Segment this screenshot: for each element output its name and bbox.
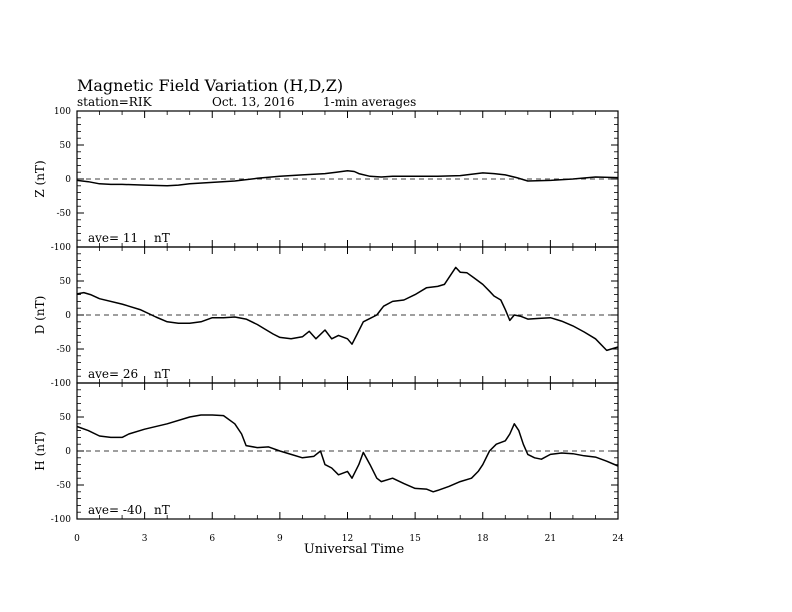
x-axis-label: Universal Time: [304, 542, 405, 557]
y-tick-label: -50: [57, 209, 72, 219]
panel-h: 50 0 -50 -100 H (nT) ave= -40 nT: [33, 382, 619, 525]
y-tick-label: -100: [51, 379, 71, 389]
station-label: station=RIK: [77, 95, 153, 109]
panel-d: 50 0 -50 -100 D (nT) ave= 26 nT: [33, 246, 619, 389]
date-label: Oct. 13, 2016: [212, 95, 294, 109]
y-tick-label: -100: [51, 515, 71, 525]
y-tick-label: 0: [65, 175, 71, 185]
y-axis-label: Z (nT): [33, 160, 47, 197]
y-tick-label: 50: [60, 277, 72, 287]
panel-z: 100 50 0 -50 -100 Z (nT) ave= 11 nT: [33, 107, 619, 253]
chart-title: Magnetic Field Variation (H,D,Z): [77, 76, 343, 95]
x-tick-label: 24: [612, 534, 624, 544]
y-tick-label: 100: [54, 107, 71, 117]
average-unit-label: nT: [154, 503, 170, 517]
x-tick-label: 12: [342, 534, 353, 544]
y-tick-label: -100: [51, 243, 71, 253]
y-axis-label: H (nT): [33, 431, 47, 470]
x-tick-label: 21: [545, 534, 556, 544]
x-axis: 0 3 6 9 12 15 18 21 24: [74, 534, 624, 544]
average-value-label: ave= 11: [88, 231, 138, 245]
x-tick-label: 9: [277, 534, 283, 544]
x-tick-label: 15: [409, 534, 421, 544]
y-axis-label: D (nT): [33, 296, 47, 335]
series-line-d: [76, 266, 619, 352]
y-tick-label: 50: [60, 413, 72, 423]
y-tick-label: 0: [65, 447, 71, 457]
y-tick-label: -50: [57, 481, 72, 491]
series-line-z: [76, 170, 619, 187]
x-tick-label: 18: [477, 534, 489, 544]
y-tick-label: -50: [57, 345, 72, 355]
x-tick-label: 3: [142, 534, 148, 544]
y-tick-label: 0: [65, 311, 71, 321]
panels-group: 100 50 0 -50 -100 Z (nT) ave= 11 nT 50 0 -50 -100 D …: [33, 107, 619, 525]
averaging-label: 1-min averages: [323, 95, 416, 109]
average-value-label: ave= 26: [88, 367, 138, 381]
x-tick-label: 0: [74, 534, 80, 544]
y-tick-label: 50: [60, 141, 72, 151]
average-unit-label: nT: [154, 367, 170, 381]
x-tick-label: 6: [209, 534, 215, 544]
average-unit-label: nT: [154, 231, 170, 245]
series-line-h: [76, 414, 619, 493]
average-value-label: ave= -40: [88, 503, 142, 517]
